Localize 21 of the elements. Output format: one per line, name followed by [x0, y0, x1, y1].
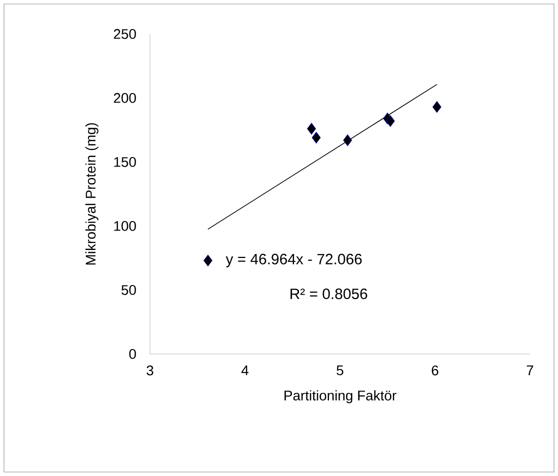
- x-tick-label: 4: [241, 366, 248, 376]
- y-tick-label: 50: [122, 285, 136, 295]
- point: [386, 115, 395, 127]
- y-axis-title: Mikrobiyal Protein (mg): [85, 123, 98, 265]
- point: [204, 254, 212, 266]
- x-tick-label: 7: [526, 366, 534, 376]
- point: [307, 122, 316, 134]
- x-axis-title: Partitioning Faktör: [284, 390, 396, 404]
- y-tick-label: 200: [114, 93, 136, 103]
- point: [312, 132, 321, 144]
- point: [343, 134, 352, 146]
- y-tick-label: 100: [114, 221, 136, 231]
- y-tick-label: 150: [114, 157, 136, 167]
- annotation: y = 46.964x - 72.066: [226, 254, 362, 268]
- annotation: R² = 0.8056: [290, 288, 368, 300]
- x-tick-label: 5: [336, 366, 344, 376]
- y-tick-label: 0: [129, 349, 136, 359]
- y-tick-label: 250: [114, 29, 136, 39]
- x-tick-label: 6: [432, 366, 438, 376]
- point: [432, 101, 442, 113]
- x-tick-label: 3: [146, 366, 154, 376]
